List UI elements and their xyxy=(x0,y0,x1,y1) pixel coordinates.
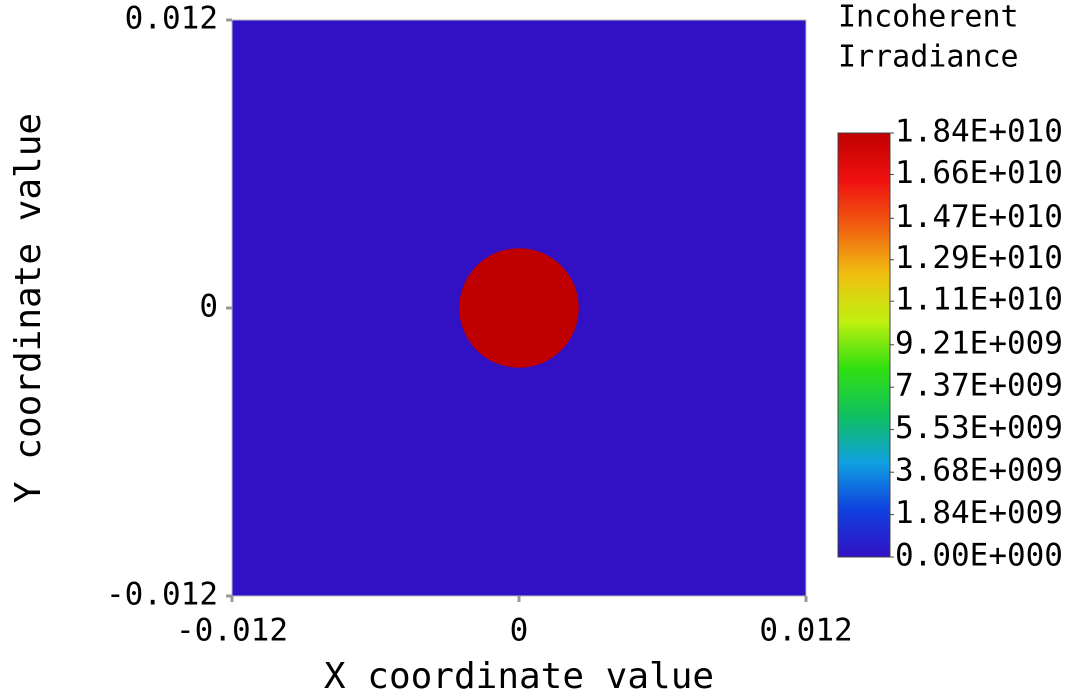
x-axis-title: X coordinate value xyxy=(324,656,714,697)
colorbar-tick-label: 1.11E+010 xyxy=(895,282,1063,318)
colorbar-tick-label: 9.21E+009 xyxy=(895,325,1063,361)
x-tick-label: -0.012 xyxy=(176,613,288,649)
colorbar-tick-label: 1.47E+010 xyxy=(895,199,1063,235)
colorbar-tick-label: 1.84E+010 xyxy=(895,114,1063,150)
colorbar xyxy=(837,132,891,558)
colorbar-tick-label: 3.68E+009 xyxy=(895,453,1063,489)
colorbar-tick-label: 1.84E+009 xyxy=(895,495,1063,531)
y-tick-label: 0.012 xyxy=(125,1,218,37)
irradiance-spot xyxy=(459,248,579,368)
colorbar-title: Irradiance xyxy=(838,40,1019,75)
y-axis-title: Y coordinate value xyxy=(8,113,49,503)
colorbar-tick-label: 0.00E+000 xyxy=(895,538,1063,574)
y-tick-label: -0.012 xyxy=(106,577,218,613)
colorbar-tick-label: 7.37E+009 xyxy=(895,368,1063,404)
x-tick-label: 0.012 xyxy=(759,613,852,649)
colorbar-tick-label: 1.66E+010 xyxy=(895,155,1063,191)
y-tick-label: 0 xyxy=(199,289,218,325)
colorbar-tick-label: 1.29E+010 xyxy=(895,240,1063,276)
colorbar-tick-label: 5.53E+009 xyxy=(895,410,1063,446)
x-tick-label: 0 xyxy=(510,613,529,649)
colorbar-title: Incoherent xyxy=(838,0,1019,35)
